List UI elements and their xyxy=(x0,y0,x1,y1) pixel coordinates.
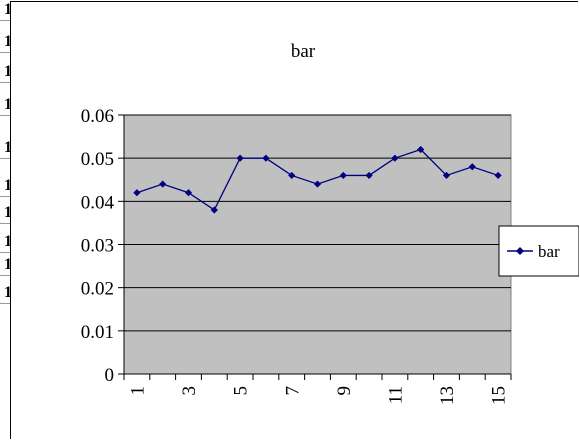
spreadsheet-cell: 1 xyxy=(0,0,12,21)
spreadsheet-cell: 1 xyxy=(0,203,12,224)
x-tick-label: 5 xyxy=(231,386,252,396)
x-tick-label: 11 xyxy=(386,386,407,404)
spreadsheet-cell: 1 xyxy=(0,62,12,83)
x-axis-ticks: 1 3 5 7 9 11 13 15 xyxy=(123,374,512,405)
chart-title: bar xyxy=(291,41,316,62)
spreadsheet-cell: 1 xyxy=(0,95,12,116)
spreadsheet-cell: 1 xyxy=(0,176,12,197)
spreadsheet-cell: 1 xyxy=(0,32,12,53)
data-point[interactable] xyxy=(417,145,425,154)
data-point[interactable] xyxy=(236,154,244,162)
y-tick-label: 0.06 xyxy=(81,106,114,127)
plot-area[interactable] xyxy=(123,114,512,375)
x-tick-label: 15 xyxy=(489,386,510,405)
data-point[interactable] xyxy=(210,206,218,214)
spreadsheet-cell: 1 xyxy=(0,255,12,276)
y-tick-label: 0.05 xyxy=(81,149,114,170)
data-point[interactable] xyxy=(391,154,399,162)
data-point[interactable] xyxy=(159,180,167,188)
data-point[interactable] xyxy=(494,171,502,180)
y-tick-label: 0.01 xyxy=(81,322,114,343)
y-tick-label: 0.04 xyxy=(81,192,115,213)
y-axis-ticks: 0 0.01 0.02 0.03 0.04 0.05 0.06 xyxy=(81,106,124,386)
data-point[interactable] xyxy=(365,171,373,180)
data-point[interactable] xyxy=(133,189,141,197)
data-point[interactable] xyxy=(288,171,296,180)
data-point[interactable] xyxy=(313,180,322,188)
spreadsheet-cell: 1 xyxy=(0,232,12,253)
chart-area[interactable]: bar 0 0.01 0.02 0.03 0.04 0.05 0.06 1 3 5 7 9 11 13 1… xyxy=(10,1,579,439)
data-point[interactable] xyxy=(468,163,476,171)
legend[interactable]: bar xyxy=(498,225,579,277)
x-tick-label: 9 xyxy=(334,386,355,396)
x-tick-label: 7 xyxy=(282,386,303,396)
line-chart: bar 00.010.020.030.040.050.06 1 3 5 7 9 11 13 1… xyxy=(81,41,579,405)
series-layer xyxy=(133,145,502,214)
x-tick-label: 1 xyxy=(128,386,149,396)
spreadsheet-cell: 1 xyxy=(0,283,12,304)
y-tick-label: 0.03 xyxy=(81,236,114,257)
spreadsheet-cell: 1 xyxy=(0,138,12,159)
x-tick-label: 13 xyxy=(437,386,458,405)
y-tick-label: 0 xyxy=(105,365,115,386)
data-point[interactable] xyxy=(442,171,451,180)
legend-series-label: bar xyxy=(538,242,560,261)
data-point[interactable] xyxy=(339,171,347,180)
y-tick-label: 0.02 xyxy=(81,279,114,300)
data-point[interactable] xyxy=(184,189,193,197)
legend-series-marker xyxy=(516,247,524,255)
x-tick-label: 3 xyxy=(179,386,200,396)
